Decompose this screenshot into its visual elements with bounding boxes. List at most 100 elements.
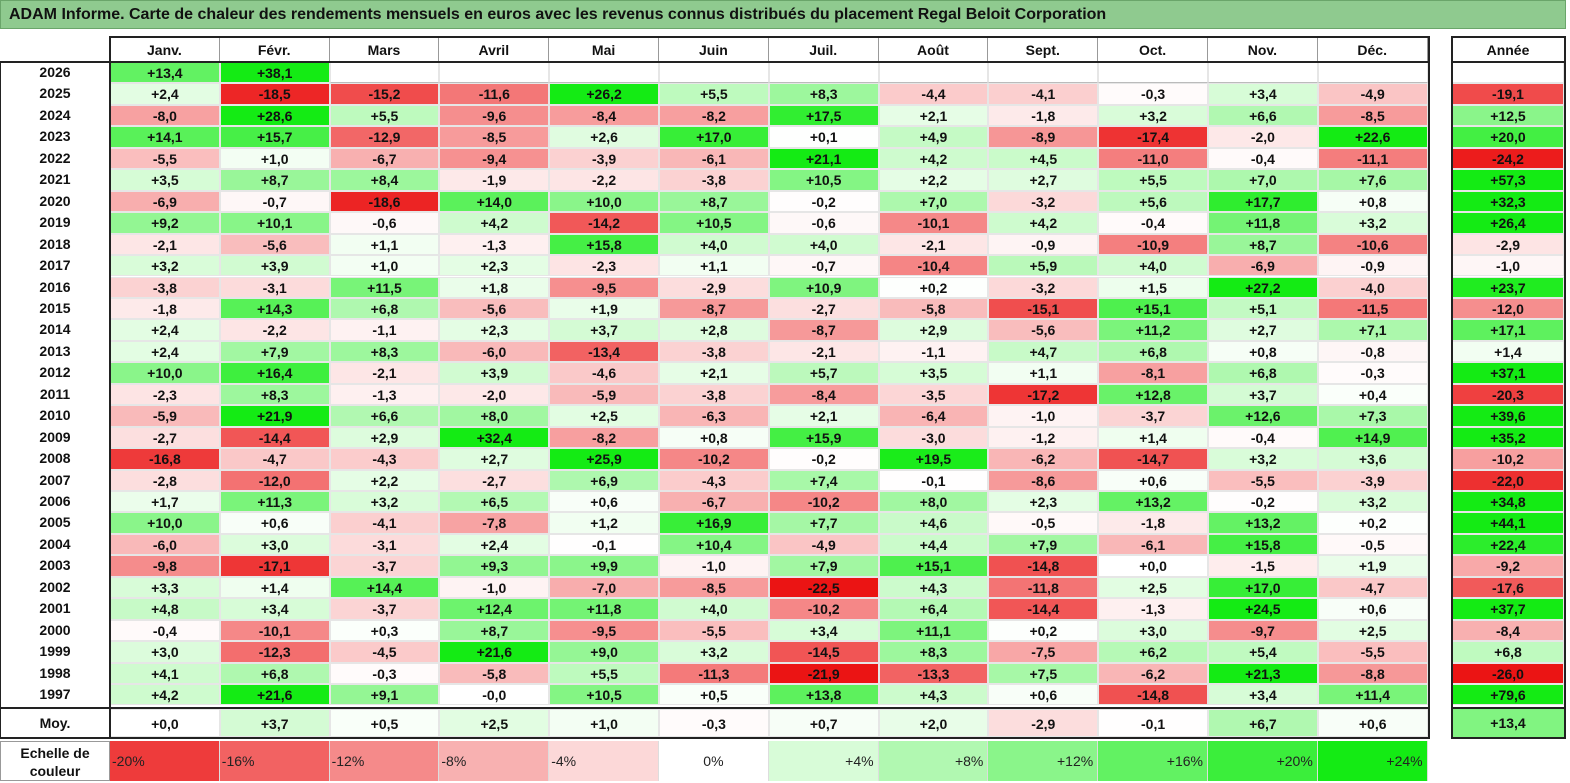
heatmap-cell <box>329 62 440 84</box>
heatmap-cell: +4,4 <box>878 533 989 556</box>
heatmap-cell: -6,4 <box>878 405 989 427</box>
heatmap-cell: +11,1 <box>878 619 989 642</box>
heatmap-cell <box>1208 62 1318 84</box>
heatmap-cell: -4,3 <box>659 469 769 491</box>
heatmap-cell: +1,0 <box>219 147 330 170</box>
heatmap-cell: +5,9 <box>988 255 1099 277</box>
heatmap-cell: +11,2 <box>1098 319 1208 341</box>
heatmap-cell: -6,7 <box>329 147 440 170</box>
average-cell: +6,7 <box>1208 708 1318 737</box>
heatmap-cell: -0,5 <box>1317 533 1428 556</box>
heatmap-cell: +4,6 <box>878 512 989 534</box>
heatmap-cell: +12,4 <box>439 598 550 620</box>
heatmap-cell: -8,7 <box>768 319 879 341</box>
year-label: 2003 <box>0 555 110 577</box>
heatmap-cell: +11,5 <box>329 276 440 298</box>
heatmap-cell: +17,0 <box>1208 576 1318 599</box>
heatmap-cell: +21,6 <box>439 641 550 663</box>
heatmap-cell: +11,8 <box>549 598 659 620</box>
heatmap-cell: +7,1 <box>1317 319 1428 341</box>
heatmap-cell: +0,5 <box>659 684 769 706</box>
year-label: 2024 <box>0 104 110 127</box>
heatmap-cell: -6,9 <box>110 190 220 213</box>
heatmap-cell: -3,7 <box>329 598 440 620</box>
annual-cell: +44,1 <box>1452 512 1564 534</box>
heatmap-cell: +7,5 <box>988 662 1099 685</box>
heatmap-cell: -3,9 <box>549 147 659 170</box>
heatmap-cell: +14,0 <box>439 190 550 213</box>
heatmap-cell: -0,3 <box>329 662 440 685</box>
heatmap-cell: +4,8 <box>110 598 220 620</box>
heatmap-cell: -5,5 <box>110 147 220 170</box>
heatmap-cell: +3,2 <box>1317 212 1428 234</box>
annual-cell: -8,4 <box>1452 619 1564 642</box>
month-header: Août <box>878 38 989 62</box>
annual-cell: -19,1 <box>1452 83 1564 105</box>
heatmap-cell: +10,5 <box>768 169 879 191</box>
heatmap-cell: -3,7 <box>329 555 440 577</box>
heatmap-cell: -2,7 <box>110 426 220 449</box>
heatmap-cell: +4,0 <box>659 233 769 256</box>
heatmap-cell: +2,4 <box>110 340 220 363</box>
heatmap-cell: -6,9 <box>1208 255 1318 277</box>
heatmap-cell: -18,5 <box>219 83 330 105</box>
heatmap-cell: +4,3 <box>878 576 989 599</box>
heatmap-cell: +0,0 <box>1098 555 1208 577</box>
year-label: 2015 <box>0 297 110 320</box>
heatmap-cell: +10,4 <box>659 533 769 556</box>
month-header: Déc. <box>1317 38 1428 62</box>
year-label: 2009 <box>0 426 110 449</box>
heatmap-cell: -5,9 <box>549 383 659 406</box>
heatmap-cell: -3,7 <box>1098 405 1208 427</box>
heatmap-cell: +10,9 <box>768 276 879 298</box>
heatmap-cell: +2,2 <box>329 469 440 491</box>
heatmap-cell: -6,7 <box>659 491 769 513</box>
heatmap-cell: +8,7 <box>1208 233 1318 256</box>
heatmap-cell: +5,5 <box>549 662 659 685</box>
heatmap-cell: +15,8 <box>1208 533 1318 556</box>
heatmap-cell: -13,3 <box>878 662 989 685</box>
heatmap-cell: -10,4 <box>878 255 989 277</box>
heatmap-cell: +0,4 <box>1317 383 1428 406</box>
heatmap-cell: -4,6 <box>549 362 659 384</box>
heatmap-cell: +4,0 <box>768 233 879 256</box>
heatmap-cell: +0,6 <box>988 684 1099 706</box>
heatmap-cell: +8,7 <box>659 190 769 213</box>
heatmap-cell: +7,0 <box>878 190 989 213</box>
heatmap-cell: -14,8 <box>988 555 1099 577</box>
heatmap-cell: +15,1 <box>1098 297 1208 320</box>
month-header: Mai <box>549 38 659 62</box>
heatmap-cell: -1,8 <box>110 297 220 320</box>
heatmap-cell: -6,0 <box>110 533 220 556</box>
year-label: 2006 <box>0 491 110 513</box>
year-label: 2018 <box>0 233 110 256</box>
heatmap-cell: +2,4 <box>110 319 220 341</box>
heatmap-cell: +21,1 <box>768 147 879 170</box>
annual-cell: +22,4 <box>1452 533 1564 556</box>
heatmap-cell: -7,8 <box>439 512 550 534</box>
color-scale-step: -20% <box>110 741 220 781</box>
heatmap-cell: +11,3 <box>219 491 330 513</box>
heatmap-cell: +13,4 <box>110 62 220 84</box>
heatmap-cell: -5,5 <box>1208 469 1318 491</box>
heatmap-cell: +3,2 <box>110 255 220 277</box>
heatmap-cell: +2,4 <box>110 83 220 105</box>
heatmap-cell: -11,3 <box>659 662 769 685</box>
annual-header-separator <box>1451 61 1566 63</box>
heatmap-cell: +13,8 <box>768 684 879 706</box>
heatmap-cell: +10,5 <box>549 684 659 706</box>
heatmap-cell: +3,0 <box>110 641 220 663</box>
heatmap-cell: +9,2 <box>110 212 220 234</box>
heatmap-cell: +26,2 <box>549 83 659 105</box>
heatmap-cell: -8,7 <box>659 297 769 320</box>
heatmap-cell: +10,0 <box>110 362 220 384</box>
heatmap-cell: -8,2 <box>549 426 659 449</box>
heatmap-cell: -0,2 <box>1208 491 1318 513</box>
heatmap-cell: -3,1 <box>219 276 330 298</box>
heatmap-cell: -8,9 <box>988 126 1099 148</box>
heatmap-cell: -0,9 <box>1317 255 1428 277</box>
heatmap-cell: +3,4 <box>219 598 330 620</box>
month-header: Oct. <box>1098 38 1208 62</box>
heatmap-cell: -0,6 <box>329 212 440 234</box>
heatmap-cell: +15,1 <box>878 555 989 577</box>
